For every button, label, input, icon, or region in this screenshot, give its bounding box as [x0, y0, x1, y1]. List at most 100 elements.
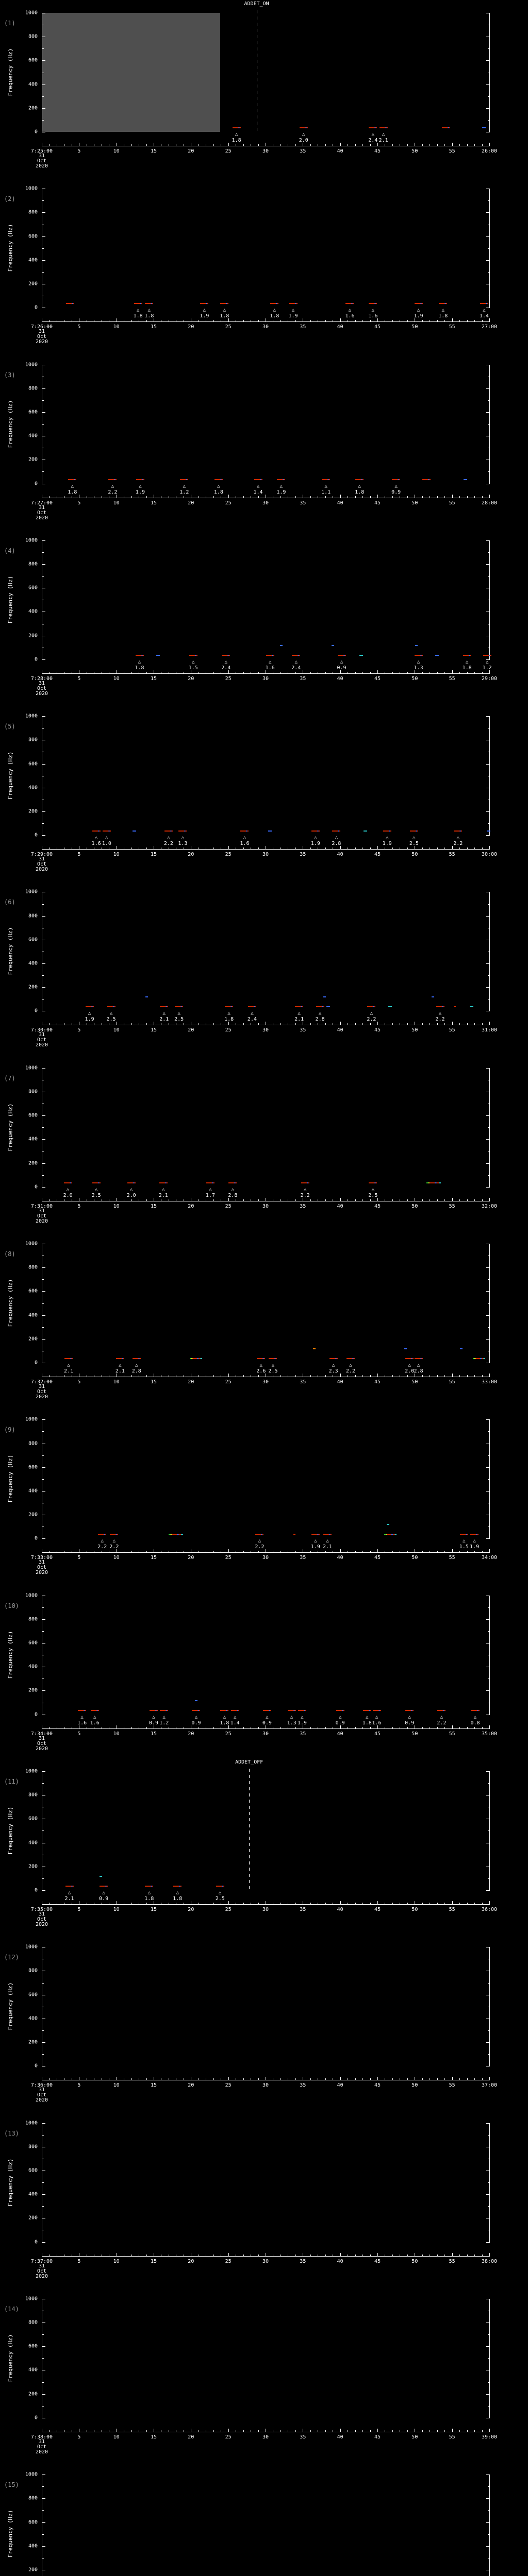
x-tick — [228, 670, 229, 673]
x-tick — [243, 1726, 244, 1728]
x-tick — [444, 848, 446, 850]
x-tick — [213, 1375, 214, 1377]
x-tick-label: 55 — [449, 1379, 455, 1385]
x-tick-label: 20 — [188, 1027, 194, 1033]
spectrogram-panel: (10) Frequency (Hz) 0 200 400 600 800 1000 7:34:… — [0, 1583, 528, 1758]
magnitude-label: 1.9 — [297, 1720, 307, 1726]
x-tick — [258, 1199, 259, 1201]
x-axis-date-line: 2020 — [35, 1042, 48, 1048]
x-tick — [310, 1199, 311, 1201]
magnitude-label: 2.2 — [163, 841, 173, 847]
x-tick — [146, 1375, 147, 1377]
detection-marker — [414, 654, 423, 656]
detection-marker — [134, 303, 142, 304]
y-axis-right-spine — [489, 892, 490, 1012]
pick-triangle-icon: △ — [162, 1187, 165, 1192]
x-end-time-label: 38:00 — [481, 2258, 498, 2264]
x-tick — [489, 143, 490, 146]
y-tick — [42, 916, 45, 917]
detection-marker — [206, 1182, 214, 1183]
x-tick — [340, 318, 341, 322]
pick-triangle-icon: △ — [279, 483, 283, 489]
x-tick-label: 15 — [150, 1731, 157, 1737]
magnitude-label: 1.2 — [482, 665, 492, 671]
x-tick — [452, 1901, 453, 1904]
y-tick — [42, 1890, 45, 1891]
y-axis-title: Frequency (Hz) — [7, 751, 14, 800]
x-tick — [213, 1023, 214, 1025]
magnitude-label: 2.8 — [228, 1192, 238, 1198]
x-tick-label: 35 — [300, 1203, 306, 1209]
x-end-time-label: 32:00 — [481, 1203, 498, 1209]
pick-triangle-icon: △ — [324, 483, 327, 489]
x-tick — [131, 848, 132, 850]
x-tick — [131, 2078, 132, 2080]
y-tick — [486, 1419, 489, 1420]
pick-triangle-icon: △ — [68, 1890, 71, 1895]
y-tick-label: 600 — [28, 2167, 38, 2174]
x-tick — [392, 1023, 393, 1025]
x-tick — [452, 1197, 453, 1201]
x-tick — [355, 2254, 356, 2256]
detection-spot — [332, 645, 335, 646]
x-tick-label: 20 — [188, 2258, 194, 2264]
x-tick-label: 15 — [150, 500, 157, 506]
x-tick — [258, 1551, 259, 1553]
y-tick-label: 0 — [34, 129, 38, 135]
x-tick-label: 45 — [374, 2082, 381, 2089]
pick-triangle-icon: △ — [273, 308, 276, 313]
y-tick — [486, 716, 489, 717]
detection-marker — [159, 1182, 168, 1183]
detection-marker — [85, 1006, 94, 1008]
spectrogram-panel: (13) Frequency (Hz) 0 200 400 600 800 1000 7:37:… — [0, 2110, 528, 2286]
x-tick — [243, 1023, 244, 1025]
x-tick-label: 30 — [262, 2258, 269, 2264]
magnitude-label: 2.2 — [300, 1192, 310, 1198]
x-tick — [422, 2078, 423, 2080]
x-tick — [459, 1199, 460, 1201]
x-tick — [474, 2430, 475, 2432]
x-tick — [489, 1374, 490, 1377]
x-tick-label: 30 — [262, 1203, 269, 1209]
detection-marker — [178, 831, 187, 832]
x-tick — [325, 320, 326, 322]
detection-marker — [240, 831, 249, 832]
x-tick — [407, 1551, 408, 1553]
x-tick — [392, 671, 393, 673]
x-tick-label: 30 — [262, 1731, 269, 1737]
x-tick — [295, 2078, 296, 2080]
x-tick-label: 10 — [113, 2082, 120, 2089]
panel-index-label: (5) — [4, 723, 15, 731]
y-tick — [42, 248, 44, 249]
x-tick — [49, 2254, 50, 2256]
magnitude-label: 1.8 — [462, 665, 472, 671]
pick-triangle-icon: △ — [349, 1363, 352, 1368]
x-tick — [377, 1197, 378, 1201]
pick-triangle-icon: △ — [483, 308, 486, 313]
y-tick — [488, 96, 489, 97]
x-start-time-label: 7:34:00 — [30, 1731, 53, 1737]
x-axis-line — [42, 321, 490, 323]
x-tick — [280, 671, 281, 673]
x-tick — [467, 2078, 468, 2080]
x-tick — [482, 1199, 483, 1201]
x-tick-label: 30 — [262, 1555, 269, 1561]
y-tick — [42, 2534, 44, 2535]
y-tick — [42, 2346, 45, 2347]
x-tick-label: 20 — [188, 1379, 194, 1385]
x-tick-label: 25 — [225, 1379, 232, 1385]
x-tick — [437, 1551, 438, 1553]
x-tick-label: 10 — [113, 1379, 120, 1385]
x-tick — [422, 1726, 423, 1728]
magnitude-label: 2.1 — [64, 1368, 74, 1375]
x-tick — [355, 2078, 356, 2080]
x-axis-date-line: Oct — [37, 1389, 47, 1395]
x-tick — [258, 1375, 259, 1377]
x-tick — [280, 1023, 281, 1025]
y-tick-label: 600 — [28, 1816, 38, 1822]
detection-marker — [487, 831, 491, 832]
y-tick — [488, 2358, 489, 2359]
magnitude-label: 2.0 — [126, 1192, 136, 1198]
y-tick — [42, 2394, 45, 2395]
x-tick — [392, 1199, 393, 1201]
